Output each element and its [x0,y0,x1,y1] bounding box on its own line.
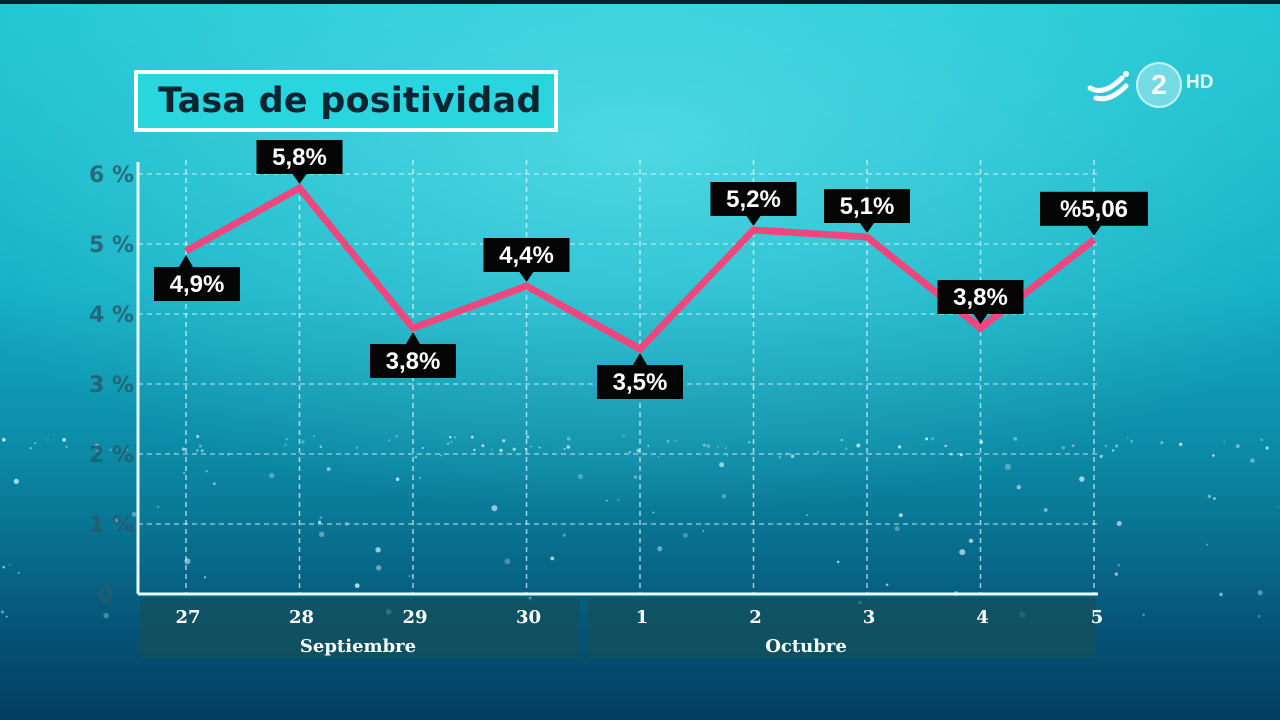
data-label: 5,1% [824,189,910,233]
data-label-pointer [746,216,761,226]
data-label: 5,8% [256,140,343,184]
data-label-text: 5,2% [726,186,781,213]
data-label-box [370,344,456,378]
data-label-text: 5,1% [840,193,895,220]
y-tick-label: 0 [98,583,113,608]
x-tick-label: 3 [863,607,876,628]
data-label: 3,8% [937,280,1024,324]
axis-band-octubre [588,598,1096,658]
month-group-label: Octubre [765,636,847,657]
y-tick-label: 5 % [89,233,134,258]
data-label: 3,8% [370,332,456,378]
data-label-pointer [633,353,647,365]
channel-logo: 2 HD [1086,62,1226,108]
data-label-pointer [406,332,420,344]
data-label-text: 4,4% [499,242,554,269]
data-label-box [597,365,683,399]
y-tick-label: 6 % [89,163,134,188]
data-label-pointer [1087,225,1101,236]
data-label: 5,2% [710,182,797,226]
data-label-text: %5,06 [1060,196,1128,223]
data-label-pointer [292,174,307,184]
x-tick-label: 4 [976,607,989,628]
data-label: 3,5% [597,353,683,399]
data-label-box [937,280,1024,314]
top-border [0,0,1280,4]
data-label-pointer [179,255,193,267]
x-tick-label: 30 [516,607,541,628]
data-label-text: 4,9% [170,271,225,298]
y-tick-label: 3 % [89,373,134,398]
x-tick-label: 27 [175,607,200,628]
x-tick-label: 2 [749,607,762,628]
y-tick-label: 1 % [89,513,134,538]
x-tick-label: 1 [636,607,649,628]
x-tick-label: 5 [1091,607,1104,628]
data-label: 4,4% [483,238,570,282]
data-label-pointer [973,314,988,324]
x-tick-label: 28 [289,607,314,628]
data-label-pointer [519,272,534,282]
data-label: %5,06 [1040,191,1148,236]
x-tick-label: 29 [402,607,427,628]
data-label-text: 3,8% [953,284,1008,311]
data-label-pointer [860,223,874,233]
data-label-box [256,140,343,174]
eitb-swoosh-icon [1087,71,1129,102]
data-label-box [1040,191,1148,226]
data-label-text: 3,8% [386,348,441,375]
month-group-label: Septiembre [300,636,416,657]
chart-title-box: Tasa de positividad [134,70,558,132]
hd-badge: HD [1186,72,1214,93]
y-tick-label: 4 % [89,303,134,328]
chart-title: Tasa de positividad [158,81,542,121]
data-label-box [154,267,240,301]
data-label-box [824,189,910,223]
channel-number: 2 [1136,62,1182,108]
data-label-text: 5,8% [272,144,327,171]
data-label: 4,9% [154,255,240,301]
axis-band-septiembre [140,598,580,658]
data-label-box [483,238,570,272]
y-tick-label: 2 % [89,443,134,468]
data-label-box [710,182,797,216]
data-label-text: 3,5% [613,369,668,396]
